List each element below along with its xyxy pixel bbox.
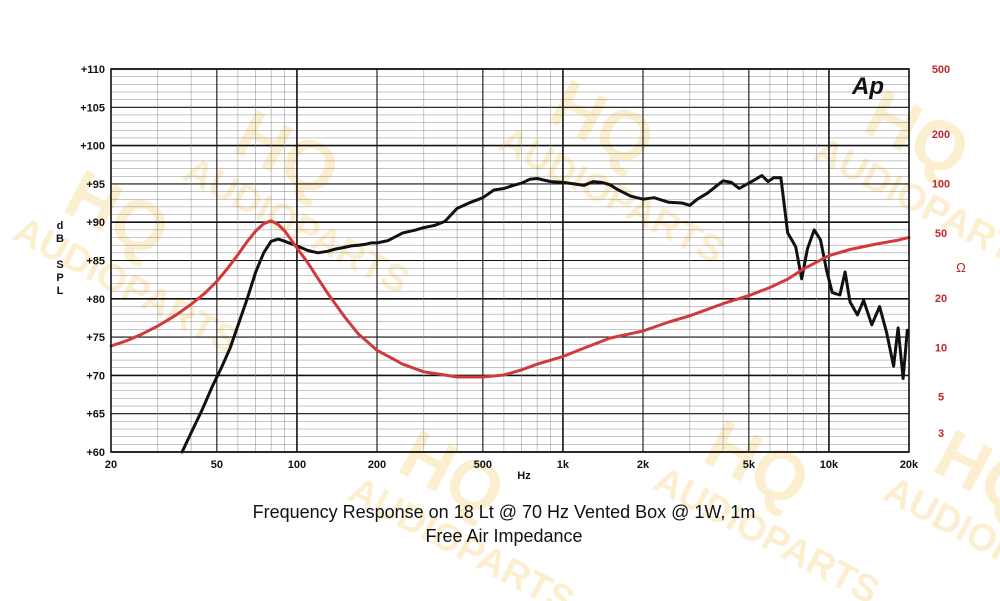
right-tick-label: 200 xyxy=(932,129,950,141)
right-tick-label: 5 xyxy=(938,392,944,404)
y-tick-label: +70 xyxy=(86,370,105,382)
x-tick-label: 100 xyxy=(288,459,306,471)
x-tick-label: 20k xyxy=(900,459,919,471)
ap-logo: Ap xyxy=(851,73,884,100)
x-tick-label: 20 xyxy=(105,459,117,471)
y-tick-label: +90 xyxy=(86,217,105,229)
y-tick-label: +95 xyxy=(86,179,105,191)
right-tick-label: 20 xyxy=(935,293,947,305)
x-tick-label: 50 xyxy=(211,459,223,471)
x-tick-label: 200 xyxy=(368,459,386,471)
x-tick-label: 5k xyxy=(743,459,756,471)
tick-labels: +60 +65 +70 +75 +80 +85 +90 +95 +100 +105 +110 20 50… xyxy=(80,64,950,471)
series-line-spl xyxy=(180,174,909,454)
right-tick-label: 3 xyxy=(938,428,944,440)
x-tick-label: 1k xyxy=(557,459,570,471)
plot-frame xyxy=(110,68,910,453)
y-axis-label-letter: P xyxy=(56,272,63,284)
y-axis-label-letter: d xyxy=(57,220,64,232)
right-axis-label: Ω xyxy=(956,260,966,275)
y-axis-label-letter: B xyxy=(56,233,64,245)
y-tick-label: +100 xyxy=(80,141,105,153)
x-axis-label: Hz xyxy=(517,470,531,482)
y-tick-label: +60 xyxy=(86,447,105,459)
right-tick-label: 500 xyxy=(932,64,950,76)
y-tick-label: +110 xyxy=(81,64,105,76)
y-tick-label: +65 xyxy=(86,409,105,421)
y-axis-label-letter: S xyxy=(56,259,63,271)
x-tick-label: 500 xyxy=(474,459,492,471)
caption-line2: Free Air Impedance xyxy=(425,526,582,546)
right-tick-label: 100 xyxy=(932,179,950,191)
y-tick-label: +85 xyxy=(86,256,105,268)
y-tick-label: +105 xyxy=(80,102,105,114)
y-tick-label: +80 xyxy=(86,294,105,306)
y-tick-label: +75 xyxy=(86,332,105,344)
right-tick-label: 10 xyxy=(935,342,947,354)
right-tick-label: 50 xyxy=(935,228,947,240)
grid xyxy=(111,68,909,453)
caption-line1: Frequency Response on 18 Lt @ 70 Hz Vent… xyxy=(253,502,756,522)
x-tick-label: 10k xyxy=(820,459,839,471)
x-tick-label: 2k xyxy=(637,459,650,471)
series-layer xyxy=(109,174,911,454)
y-axis-label-letter: L xyxy=(57,285,64,297)
series-line-impedance xyxy=(109,219,911,379)
